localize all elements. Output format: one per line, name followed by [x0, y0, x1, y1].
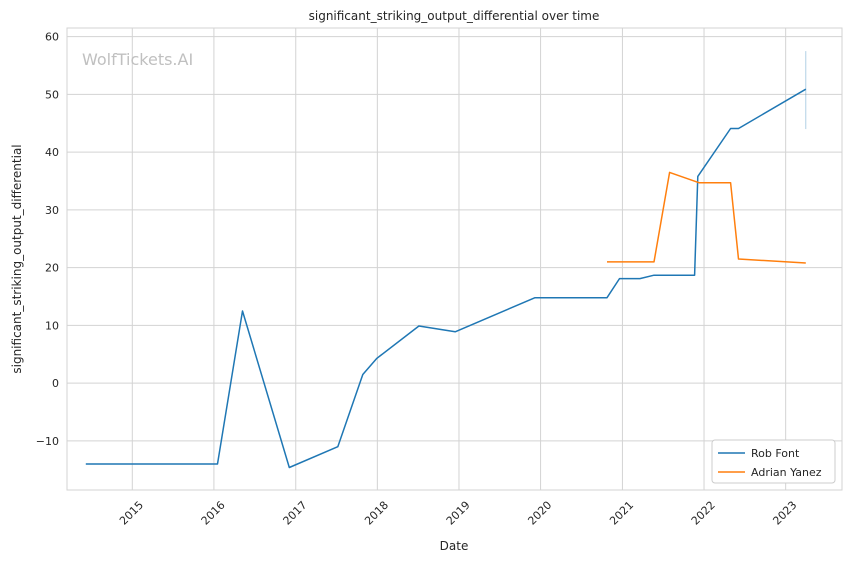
y-axis-ticks: −10 0 10 20 30 40 50 60	[36, 31, 59, 448]
legend-label-adrian-yanez: Adrian Yanez	[751, 466, 822, 479]
y-tick-label: 30	[45, 204, 59, 217]
y-tick-label: 10	[45, 319, 59, 332]
y-tick-label: 20	[45, 262, 59, 275]
y-tick-label: −10	[36, 435, 59, 448]
y-tick-label: 60	[45, 31, 59, 44]
series-line-rob-font	[85, 88, 807, 469]
legend-label-rob-font: Rob Font	[751, 447, 800, 460]
y-tick-label: 50	[45, 88, 59, 101]
legend: Rob Font Adrian Yanez	[711, 439, 836, 484]
series-line-adrian-yanez	[607, 171, 806, 264]
y-tick-label: 40	[45, 146, 59, 159]
y-axis-title: significant_striking_output_differential	[10, 144, 24, 373]
series-layer	[85, 51, 807, 469]
watermark: WolfTickets.AI	[82, 50, 193, 69]
y-tick-label: 0	[52, 377, 59, 390]
chart-title: significant_striking_output_differential…	[309, 9, 600, 23]
plot-area-frame	[66, 27, 843, 491]
x-axis-title: Date	[440, 539, 469, 553]
